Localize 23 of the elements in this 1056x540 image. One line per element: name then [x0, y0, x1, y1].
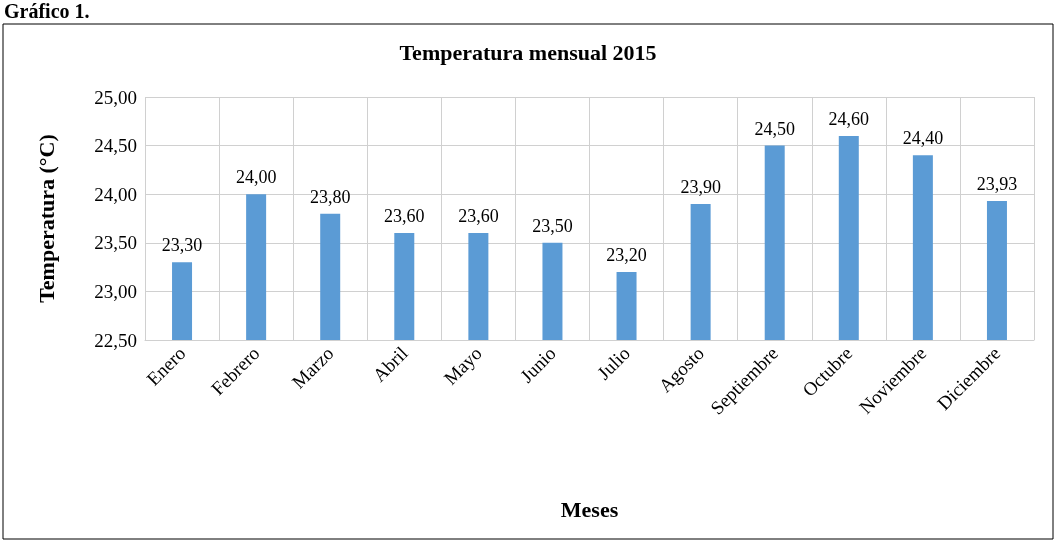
data-label: 24,50 — [754, 118, 795, 139]
data-label: 24,40 — [902, 128, 944, 149]
x-tick-label: Julio — [593, 342, 634, 384]
y-axis-title: Temperatura (°C) — [33, 134, 59, 303]
data-label: 24,00 — [235, 167, 277, 188]
y-tick-label: 23,00 — [94, 280, 137, 302]
data-label: 23,20 — [606, 244, 647, 265]
data-label: 23,60 — [384, 206, 425, 227]
data-label: 23,30 — [161, 235, 203, 256]
chart-title: Temperatura mensual 2015 — [399, 39, 657, 65]
y-tick-label: 22,50 — [94, 329, 137, 351]
x-axis-title: Meses — [560, 496, 619, 522]
data-label: 23,50 — [532, 215, 573, 236]
text: Gráfico 1. — [4, 0, 90, 22]
data-label: 23,90 — [680, 176, 721, 197]
y-tick-label: 24,50 — [94, 135, 137, 157]
y-tick-label: 24,00 — [94, 183, 137, 205]
y-tick-label: 25,00 — [94, 86, 137, 108]
data-label: 23,60 — [458, 206, 499, 227]
data-label: 23,93 — [976, 174, 1018, 194]
y-tick-label: 23,50 — [94, 232, 137, 254]
data-label: 24,60 — [828, 108, 870, 129]
data-label: 23,80 — [309, 186, 351, 207]
